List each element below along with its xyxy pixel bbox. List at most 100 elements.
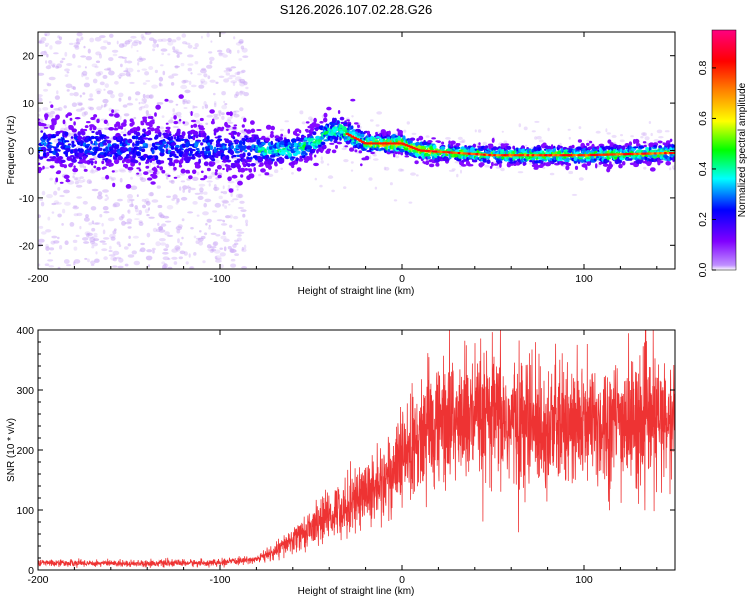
- heatmap-noise-mark: [88, 180, 93, 184]
- heatmap-signal-mark: [339, 116, 345, 121]
- heatmap-signal-mark: [602, 163, 609, 167]
- heatmap-signal-mark: [571, 144, 575, 149]
- heatmap-signal-mark: [331, 149, 337, 154]
- heatmap-signal-mark: [57, 149, 61, 152]
- heatmap-signal-mark: [298, 129, 302, 134]
- heatmap-signal-mark: [40, 130, 44, 133]
- heatmap-noise-mark: [192, 47, 198, 50]
- heatmap-signal-mark: [179, 136, 185, 139]
- heatmap-signal-mark: [402, 135, 406, 141]
- heatmap-noise-mark: [267, 173, 274, 177]
- heatmap-signal-mark: [86, 121, 91, 124]
- heatmap-noise-mark: [245, 219, 249, 224]
- heatmap-noise-mark: [227, 180, 235, 184]
- heatmap-signal-mark: [136, 167, 141, 170]
- heatmap-noise-mark: [229, 74, 237, 78]
- heatmap-noise-mark: [571, 193, 578, 196]
- heatmap-signal-mark: [479, 162, 485, 167]
- heatmap-noise-mark: [236, 188, 239, 191]
- heatmap-noise-mark: [186, 99, 191, 104]
- heatmap-signal-mark: [156, 159, 161, 163]
- heatmap-noise-mark: [239, 90, 244, 96]
- heatmap-noise-mark: [206, 32, 210, 38]
- heatmap-signal-mark: [141, 146, 147, 149]
- heatmap-noise-mark: [167, 41, 174, 46]
- heatmap-noise-mark: [53, 52, 59, 55]
- heatmap-signal-mark: [136, 126, 141, 132]
- heatmap-noise-mark: [112, 109, 120, 112]
- heatmap-noise-mark: [83, 111, 88, 116]
- heatmap-noise-mark: [73, 205, 78, 208]
- heatmap-noise-mark: [85, 214, 89, 218]
- heatmap-noise-mark: [459, 140, 465, 144]
- heatmap-signal-mark: [172, 162, 175, 167]
- heatmap-noise-mark: [209, 60, 213, 65]
- heatmap-signal-mark: [178, 118, 182, 122]
- heatmap-signal-mark: [90, 140, 93, 145]
- heatmap-noise-mark: [96, 127, 104, 131]
- heatmap-signal-mark: [143, 133, 146, 138]
- heatmap-noise-mark: [121, 214, 125, 219]
- heatmap-noise-mark: [203, 232, 208, 236]
- heatmap-signal-mark: [296, 167, 302, 172]
- heatmap-noise-mark: [71, 85, 75, 90]
- heatmap-noise-mark: [82, 200, 88, 205]
- heatmap-signal-mark: [305, 129, 309, 133]
- heatmap-noise-mark: [145, 255, 153, 261]
- heatmap-signal-mark: [135, 151, 141, 156]
- heatmap-noise-mark: [48, 76, 56, 81]
- heatmap-noise-mark: [76, 38, 82, 43]
- heatmap-noise-mark: [224, 205, 228, 209]
- heatmap-noise-mark: [64, 240, 69, 245]
- heatmap-signal-mark: [217, 135, 222, 138]
- heatmap-signal-mark: [209, 145, 214, 151]
- heatmap-noise-mark: [211, 248, 216, 252]
- heatmap-signal-mark: [89, 126, 93, 131]
- heatmap-signal-mark: [209, 109, 215, 114]
- heatmap-noise-mark: [108, 107, 113, 112]
- heatmap-noise-mark: [112, 257, 118, 262]
- heatmap-noise-mark: [45, 246, 50, 251]
- heatmap-noise-mark: [218, 110, 222, 114]
- heatmap-noise-mark: [230, 258, 236, 262]
- heatmap-noise-mark: [222, 200, 230, 204]
- heatmap-signal-mark: [314, 154, 317, 158]
- heatmap-noise-mark: [38, 263, 41, 267]
- heatmap-noise-mark: [111, 177, 116, 181]
- heatmap-signal-mark: [234, 160, 239, 164]
- heatmap-noise-mark: [203, 73, 208, 78]
- heatmap-noise-mark: [110, 178, 114, 182]
- heatmap-signal-mark: [180, 168, 186, 174]
- heatmap-noise-mark: [308, 116, 313, 121]
- heatmap-noise-mark: [136, 57, 144, 63]
- heatmap-noise-mark: [185, 261, 189, 265]
- heatmap-noise-mark: [103, 105, 106, 108]
- heatmap-noise-mark: [95, 251, 98, 255]
- heatmap-noise-mark: [38, 214, 41, 218]
- heatmap-noise-mark: [104, 198, 108, 201]
- heatmap-noise-mark: [136, 50, 139, 52]
- heatmap-noise-mark: [91, 227, 96, 232]
- heatmap-signal-mark: [244, 135, 248, 138]
- heatmap-signal-mark: [91, 153, 96, 156]
- x-tick-label: 100: [575, 574, 593, 586]
- heatmap-noise-mark: [194, 43, 199, 48]
- heatmap-noise-mark: [151, 199, 159, 203]
- heatmap-signal-mark: [63, 164, 67, 169]
- heatmap-signal-mark: [113, 156, 118, 160]
- heatmap-signal-mark: [491, 137, 495, 143]
- heatmap-signal-mark: [161, 169, 166, 174]
- heatmap-noise-mark: [187, 63, 194, 66]
- heatmap-noise-mark: [227, 77, 233, 80]
- heatmap-noise-mark: [102, 74, 108, 79]
- heatmap-signal-mark: [149, 116, 154, 120]
- heatmap-noise-mark: [157, 38, 164, 43]
- heatmap-noise-mark: [234, 242, 239, 246]
- heatmap-noise-mark: [110, 236, 116, 241]
- snr-x-axis-label: Height of straight line (km): [298, 586, 415, 597]
- heatmap-noise-mark: [91, 63, 98, 68]
- heatmap-signal-mark: [274, 149, 278, 154]
- heatmap-signal-mark: [246, 129, 252, 134]
- heatmap-noise-mark: [193, 106, 198, 109]
- heatmap-noise-mark: [110, 94, 115, 99]
